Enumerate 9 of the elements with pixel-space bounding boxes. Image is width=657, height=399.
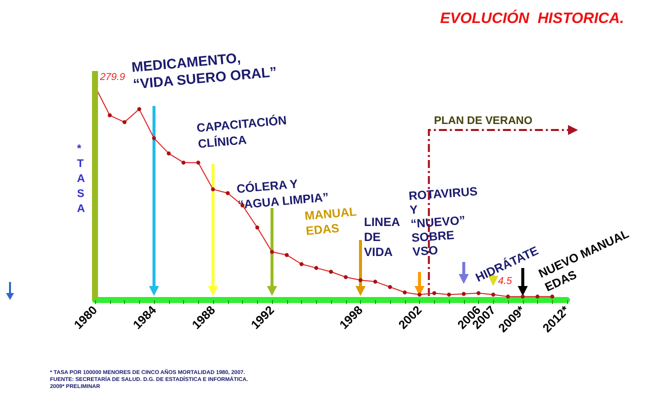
chart-title: EVOLUCIÓN HISTORICA. [440,9,624,27]
y-axis-title: * TASA [77,143,85,215]
annotation: CAPACITACIÓN CLÍNICA [196,113,288,151]
annotation: PLAN DE VERANO [434,115,533,127]
annotation: MANUAL EDAS [304,204,358,238]
data-label: 279.9 [99,72,126,83]
annotation: MEDICAMENTO, “VIDA SUERO ORAL” [130,50,278,92]
annotation: ROTAVIRUS Y “NUEVO” SOBRE VSO [408,184,478,259]
annotation: LINEA DE VIDA [364,215,400,259]
